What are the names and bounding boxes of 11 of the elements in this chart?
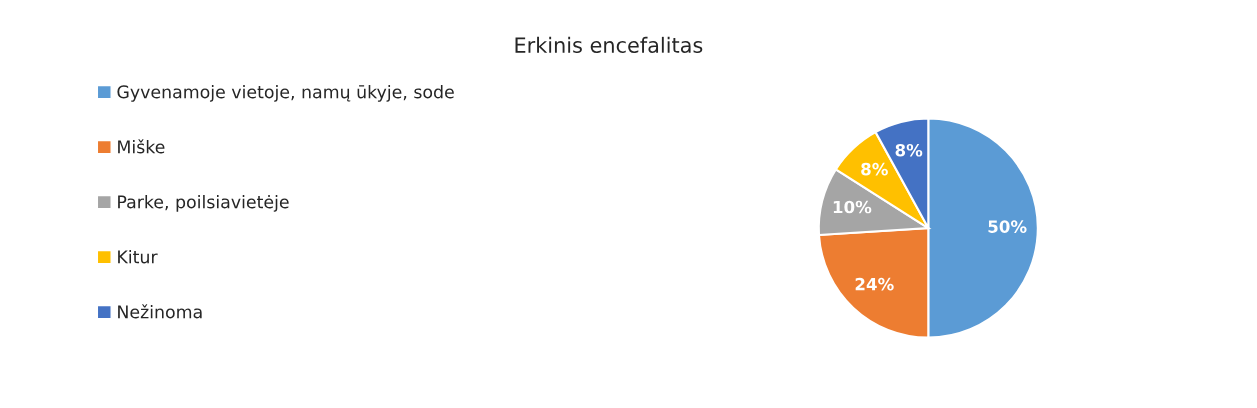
legend-label: Miške bbox=[118, 139, 165, 154]
legend-label: Gyvenamoje vietoje, namų ūkyje, sode bbox=[117, 84, 454, 102]
data-label: 8% bbox=[861, 162, 888, 176]
data-label: 8% bbox=[895, 143, 923, 157]
chart-title: Erkinis encefalitas bbox=[515, 36, 703, 53]
data-label: 50% bbox=[988, 220, 1027, 233]
legend-label: Nežinoma bbox=[118, 304, 202, 319]
legend-label: Parke, poilsiavietėje bbox=[118, 194, 289, 212]
legend-label: Kitur bbox=[118, 249, 158, 264]
data-label: 24% bbox=[855, 277, 894, 291]
data-label: 10% bbox=[833, 200, 872, 214]
